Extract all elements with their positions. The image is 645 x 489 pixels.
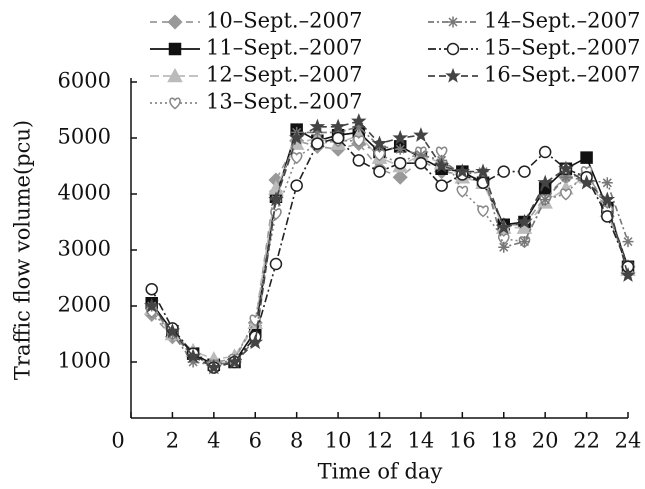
series-marker <box>435 179 448 192</box>
legend-marker <box>446 42 460 56</box>
x-tick-label: 0 <box>111 429 124 453</box>
series-line <box>151 134 629 361</box>
series-marker <box>622 236 634 248</box>
series-marker <box>392 129 408 145</box>
legend-label: 13–Sept.–2007 <box>206 90 363 114</box>
series-marker <box>351 113 367 128</box>
series-marker <box>516 213 533 229</box>
x-tick-label: 12 <box>366 429 393 453</box>
series-marker <box>477 205 489 218</box>
series-marker <box>537 174 553 190</box>
x-tick-label: 24 <box>615 429 642 453</box>
series-marker <box>206 359 222 375</box>
legend-marker <box>167 67 183 83</box>
y-tick-label: 1000 <box>58 349 111 373</box>
series-marker <box>601 177 613 189</box>
series-marker <box>164 323 181 338</box>
series-marker <box>558 160 574 176</box>
series-marker <box>352 154 366 167</box>
series-marker <box>456 185 469 198</box>
series-marker <box>415 149 427 161</box>
x-tick-label: 16 <box>449 429 476 453</box>
series-marker <box>475 163 491 179</box>
series-marker <box>580 151 593 164</box>
legend-label: 15–Sept.–2007 <box>484 36 641 60</box>
series-marker <box>538 145 552 159</box>
series-marker <box>620 267 636 282</box>
series-marker <box>226 353 243 369</box>
y-tick-label: 5000 <box>58 125 111 149</box>
y-tick-label: 4000 <box>58 181 111 205</box>
x-tick-label: 22 <box>573 429 600 453</box>
series-marker <box>454 163 471 179</box>
series-marker <box>539 194 551 206</box>
x-tick-label: 8 <box>290 429 303 453</box>
series-marker <box>187 356 199 368</box>
x-tick-label: 2 <box>166 429 179 453</box>
series-marker <box>601 210 614 223</box>
series-marker <box>371 135 388 151</box>
series-marker <box>373 165 386 178</box>
series-marker <box>413 127 429 142</box>
series-marker <box>309 118 326 134</box>
legend-marker <box>167 14 183 30</box>
series-marker <box>392 169 408 185</box>
series-marker <box>394 143 406 155</box>
series-marker <box>497 165 511 178</box>
series-marker <box>560 188 572 201</box>
series-marker <box>497 233 510 246</box>
legend-marker <box>168 42 182 56</box>
x-tick-label: 10 <box>325 429 352 453</box>
series-marker <box>353 135 365 148</box>
legend-marker <box>445 67 461 83</box>
series-marker <box>393 157 407 170</box>
series-marker <box>433 157 450 173</box>
series-marker <box>247 334 264 350</box>
x-tick-label: 20 <box>532 429 559 453</box>
legend-label: 12–Sept.–2007 <box>206 63 363 87</box>
series-marker <box>495 219 512 235</box>
x-axis-label: Time of day <box>318 460 443 484</box>
legend-label: 16–Sept.–2007 <box>484 63 641 87</box>
x-tick-label: 14 <box>408 429 435 453</box>
legend-marker <box>169 97 181 110</box>
series-marker <box>414 157 428 170</box>
series-marker <box>518 236 530 248</box>
y-tick-label: 6000 <box>58 69 111 93</box>
series-marker <box>599 191 616 207</box>
x-tick-label: 4 <box>207 429 220 453</box>
legend-label: 14–Sept.–2007 <box>484 9 641 33</box>
series-marker <box>578 174 595 190</box>
series-marker <box>330 118 346 134</box>
series-marker <box>311 137 324 150</box>
legend-marker <box>447 16 459 28</box>
series-marker <box>269 257 283 271</box>
series-marker <box>290 152 303 165</box>
series-marker <box>560 171 572 183</box>
series-marker <box>435 146 448 159</box>
y-tick-label: 3000 <box>58 237 111 261</box>
series-line <box>151 120 629 369</box>
series-marker <box>143 297 160 313</box>
series-marker <box>145 283 158 296</box>
series-marker <box>288 129 305 145</box>
legend-label: 11–Sept.–2007 <box>206 36 363 60</box>
y-tick-label: 2000 <box>58 293 111 317</box>
legend-label: 10–Sept.–2007 <box>206 9 363 33</box>
series-marker <box>518 165 531 178</box>
series-marker <box>290 179 303 192</box>
series-marker <box>621 260 635 273</box>
x-tick-label: 18 <box>490 429 517 453</box>
series-marker <box>331 131 345 145</box>
series-marker <box>353 121 365 133</box>
series-line <box>151 128 629 366</box>
series-marker <box>311 126 323 138</box>
series-marker <box>268 191 284 207</box>
series-line <box>151 139 629 363</box>
x-tick-label: 6 <box>249 429 262 453</box>
series-marker <box>185 348 201 364</box>
y-axis-label: Traffic flow volume(pcu) <box>11 120 35 380</box>
series-marker <box>498 241 510 253</box>
